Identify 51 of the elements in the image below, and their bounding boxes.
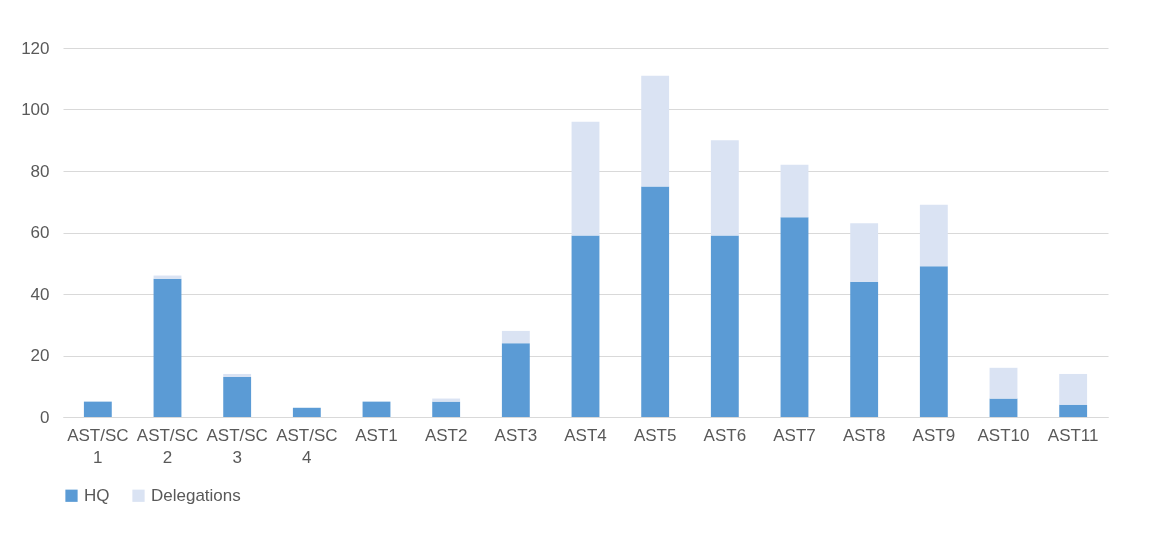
bar: [571, 121, 600, 236]
bar: [780, 164, 809, 218]
y-tick-label: 100: [21, 100, 50, 119]
x-tick-label: AST/SC 3: [206, 425, 268, 467]
x-tick-label: AST4: [564, 425, 607, 445]
legend-label: Delegations: [151, 485, 241, 505]
bar: [1059, 373, 1088, 405]
bar: [989, 398, 1018, 417]
x-tick-label: AST6: [703, 425, 747, 445]
x-tick-label: AST/SC 1: [67, 425, 129, 467]
bar: [432, 401, 461, 417]
bar: [850, 281, 879, 417]
x-tick-label: AST11: [1047, 425, 1099, 445]
bar: [223, 373, 252, 378]
bar: [153, 278, 182, 417]
x-tick-label: AST7: [773, 425, 816, 445]
bar: [989, 367, 1018, 399]
bar: [641, 75, 670, 187]
y-tick-label: 80: [30, 161, 50, 181]
bar: [223, 377, 252, 417]
bar: [919, 266, 948, 417]
bar: [1059, 404, 1088, 417]
x-tick-label: AST9: [912, 425, 956, 445]
y-tick-label: 60: [30, 223, 50, 242]
x-tick-label: AST3: [494, 425, 538, 445]
x-tick-label: AST5: [633, 425, 677, 445]
bar: [153, 275, 182, 279]
x-tick-label: AST/SC 2: [136, 425, 199, 467]
bar: [571, 235, 600, 417]
bar: [780, 217, 809, 417]
bar: [292, 407, 321, 417]
bar: [83, 401, 112, 417]
legend-label: HQ: [84, 485, 110, 505]
bar: [641, 186, 670, 417]
x-tick-label: AST2: [424, 425, 468, 445]
x-tick-label: AST/SC 4: [276, 425, 338, 467]
y-tick-label: 40: [30, 284, 50, 304]
bar: [710, 140, 739, 236]
bar: [850, 223, 879, 282]
bar: [710, 235, 739, 417]
bar: [362, 401, 391, 417]
x-tick-label: AST10: [977, 425, 1030, 445]
bar: [432, 398, 461, 402]
x-tick-label: AST1: [355, 425, 398, 445]
bar: [919, 204, 948, 267]
bar: [501, 343, 530, 417]
y-tick-label: 120: [21, 38, 50, 58]
y-tick-label: 0: [40, 407, 50, 427]
x-tick-label: AST8: [842, 425, 886, 445]
bar: [501, 330, 530, 344]
y-tick-label: 20: [30, 346, 50, 365]
